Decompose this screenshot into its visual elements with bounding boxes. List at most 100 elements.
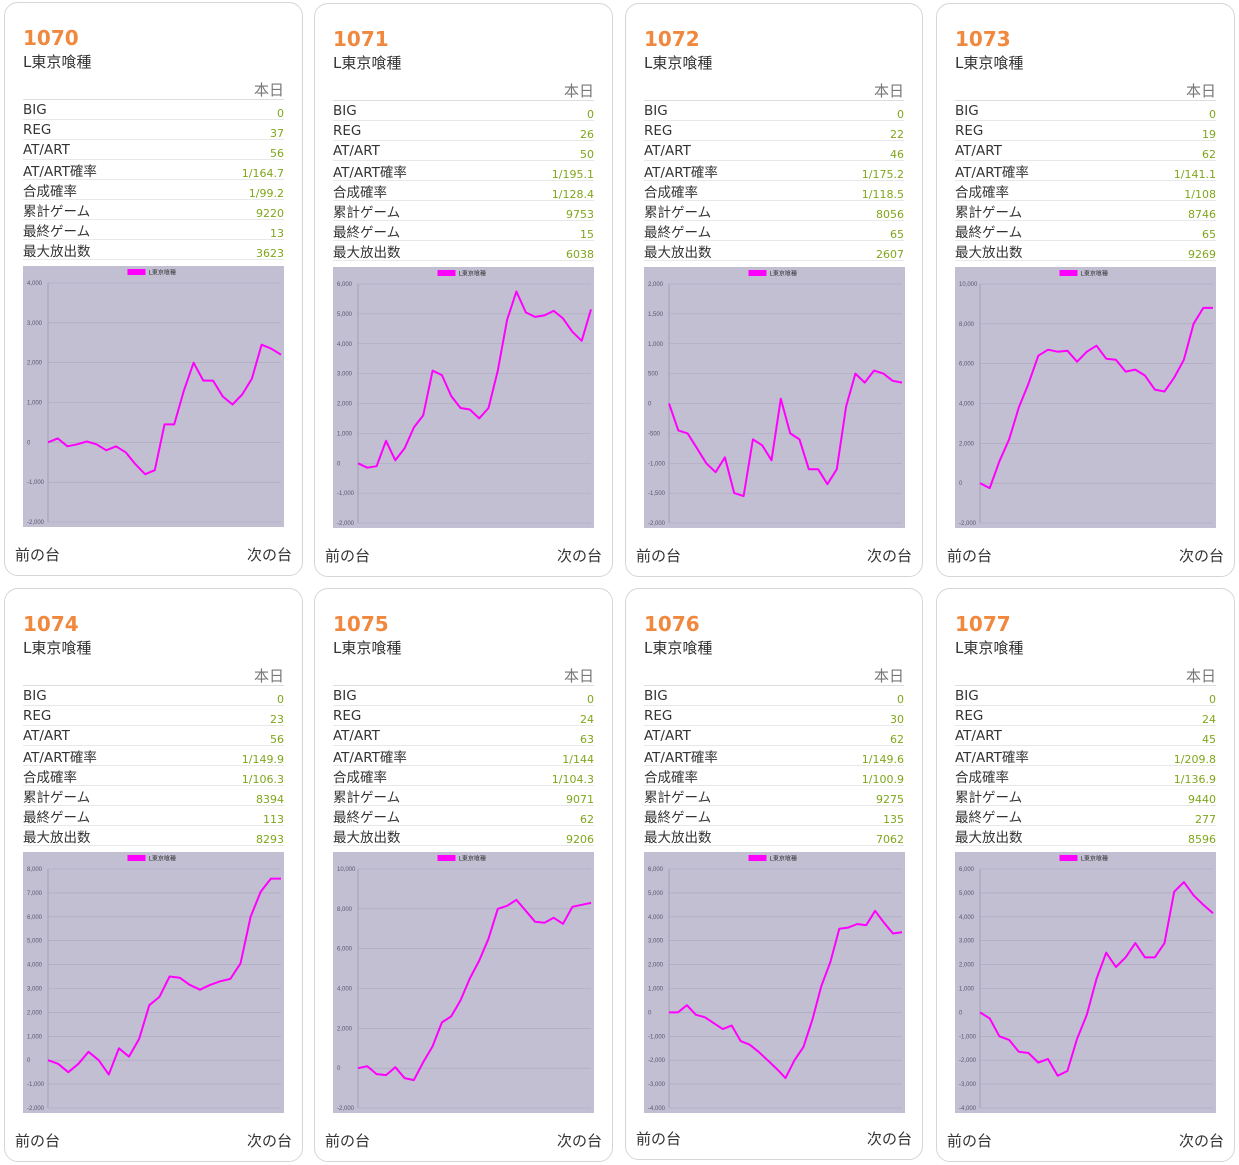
chart-series-line (47, 343, 282, 476)
chart-y-tick-label: 1,000 (337, 431, 353, 437)
stat-value: 8293 (256, 833, 284, 846)
chart-y-tick-label: -3,000 (959, 1082, 977, 1088)
chart-plot-area (955, 267, 1216, 528)
stat-label: 最終ゲーム (333, 224, 401, 241)
stat-value: 1/195.1 (551, 168, 594, 181)
machine-number[interactable]: 1071 (333, 27, 389, 51)
stat-value: 65 (1202, 228, 1216, 241)
chart-legend-label: L東京喰種 (770, 270, 797, 278)
stat-row: 最大放出数 7062 (644, 826, 904, 846)
stat-value: 0 (587, 108, 594, 121)
prev-machine-link[interactable]: 前の台 (636, 547, 682, 565)
stat-label: AT/ART確率 (955, 749, 1029, 766)
prev-machine-link[interactable]: 前の台 (15, 546, 61, 564)
slump-chart: 8,000 7,000 6,000 5,000 4,000 3,000 2,000 1,000… (23, 852, 284, 1113)
chart-series-line (47, 877, 281, 1076)
today-column-header: 本日 (873, 667, 904, 685)
stat-label: AT/ART (23, 727, 70, 744)
chart-y-tick-label: -4,000 (959, 1106, 977, 1112)
stat-label: REG (644, 122, 673, 139)
machine-number[interactable]: 1076 (644, 612, 700, 636)
chart-y-tick-label: -2,000 (959, 1058, 977, 1064)
machine-card[interactable]: 1076 L東京喰種 本日 BIG 0 REG 30 AT/ART 62 AT/ART確率 1/14… (625, 588, 923, 1160)
stat-label: 最終ゲーム (23, 223, 91, 240)
stat-row: BIG 0 (955, 686, 1216, 706)
next-machine-link[interactable]: 次の台 (1178, 1132, 1224, 1150)
stat-value: 15 (580, 228, 594, 241)
chart-y-tick-label: -2,000 (648, 521, 666, 527)
chart-y-tick-label: 2,000 (27, 361, 43, 367)
chart-y-tick-label: 1,000 (648, 342, 664, 348)
machine-number[interactable]: 1074 (23, 612, 79, 636)
chart-plot-area (23, 852, 284, 1113)
chart-y-tick-label: -1,000 (337, 491, 355, 497)
chart-y-tick-label: 3,000 (959, 939, 975, 945)
chart-y-tick-label: 2,000 (959, 441, 975, 447)
stat-row: AT/ART 45 (955, 726, 1216, 746)
stat-label: REG (333, 707, 362, 724)
stat-value: 1/100.9 (861, 773, 904, 786)
machine-card[interactable]: 1070 L東京喰種 本日 BIG 0 REG 37 AT/ART 56 AT/ART確率 1/16… (4, 2, 303, 576)
stat-row: BIG 0 (23, 100, 284, 120)
chart-plot-area (333, 852, 594, 1113)
machine-number[interactable]: 1070 (23, 26, 79, 50)
next-machine-link[interactable]: 次の台 (1178, 547, 1224, 565)
prev-machine-link[interactable]: 前の台 (325, 1132, 371, 1150)
chart-y-tick-label: 7,000 (27, 891, 43, 897)
stat-label: 最終ゲーム (23, 809, 91, 826)
chart-y-tick-label: 4,000 (27, 281, 43, 287)
machine-number[interactable]: 1077 (955, 612, 1011, 636)
machine-card[interactable]: 1073 L東京喰種 本日 BIG 0 REG 19 AT/ART 62 AT/ART確率 1/14… (936, 3, 1235, 577)
next-machine-link[interactable]: 次の台 (246, 546, 292, 564)
chart-legend-label: L東京喰種 (149, 269, 176, 277)
chart-y-tick-label: 0 (959, 1010, 963, 1016)
stats-table: BIG 0 REG 19 AT/ART 62 AT/ART確率 1/141.1 合成確率 1/10… (955, 100, 1216, 261)
chart-series-line (357, 290, 592, 469)
prev-machine-link[interactable]: 前の台 (15, 1132, 61, 1150)
chart-y-tick-label: 500 (648, 372, 659, 378)
slump-chart: 6,000 5,000 4,000 3,000 2,000 1,000 0 -1,000 -2,… (644, 852, 905, 1113)
machine-name: L東京喰種 (23, 53, 92, 71)
chart-y-tick-label: 2,000 (648, 963, 664, 969)
chart-y-tick-label: -1,000 (648, 1034, 666, 1040)
machine-number[interactable]: 1075 (333, 612, 389, 636)
machine-card[interactable]: 1075 L東京喰種 本日 BIG 0 REG 24 AT/ART 63 AT/ART確率 1/14… (314, 588, 613, 1162)
machine-number[interactable]: 1072 (644, 27, 700, 51)
machine-card[interactable]: 1072 L東京喰種 本日 BIG 0 REG 22 AT/ART 46 AT/ART確率 1/17… (625, 3, 923, 577)
next-machine-link[interactable]: 次の台 (866, 1130, 912, 1148)
stat-row: BIG 0 (644, 101, 904, 121)
stat-row: 最大放出数 3623 (23, 240, 284, 260)
prev-machine-link[interactable]: 前の台 (325, 547, 371, 565)
prev-machine-link[interactable]: 前の台 (947, 1132, 993, 1150)
prev-machine-link[interactable]: 前の台 (947, 547, 993, 565)
stat-row: 累計ゲーム 9071 (333, 786, 594, 806)
stat-row: 合成確率 1/104.3 (333, 766, 594, 786)
machine-card[interactable]: 1074 L東京喰種 本日 BIG 0 REG 23 AT/ART 56 AT/ART確率 1/14… (4, 588, 303, 1162)
next-machine-link[interactable]: 次の台 (246, 1132, 292, 1150)
today-column-header: 本日 (1185, 82, 1216, 100)
chart-legend-label: L東京喰種 (1081, 270, 1108, 278)
stat-label: AT/ART (644, 727, 691, 744)
machine-card[interactable]: 1071 L東京喰種 本日 BIG 0 REG 26 AT/ART 50 AT/ART確率 1/19… (314, 3, 613, 577)
next-machine-link[interactable]: 次の台 (556, 547, 602, 565)
stat-row: 最終ゲーム 62 (333, 806, 594, 826)
next-machine-link[interactable]: 次の台 (556, 1132, 602, 1150)
next-machine-link[interactable]: 次の台 (866, 547, 912, 565)
machine-card[interactable]: 1077 L東京喰種 本日 BIG 0 REG 24 AT/ART 45 AT/ART確率 1/20… (936, 588, 1235, 1162)
stat-value: 13 (270, 227, 284, 240)
chart-legend-label: L東京喰種 (149, 855, 176, 863)
stat-value: 8056 (876, 208, 904, 221)
stat-value: 9206 (566, 833, 594, 846)
stat-value: 0 (897, 108, 904, 121)
chart-y-tick-label: 5,000 (27, 939, 43, 945)
stat-value: 46 (890, 148, 904, 161)
today-column-header: 本日 (563, 667, 594, 685)
stat-value: 1/164.7 (241, 167, 284, 180)
chart-y-tick-label: 2,000 (337, 402, 353, 408)
stat-row: REG 22 (644, 121, 904, 141)
stat-label: 合成確率 (23, 769, 77, 786)
chart-legend-swatch (127, 269, 146, 275)
machine-number[interactable]: 1073 (955, 27, 1011, 51)
prev-machine-link[interactable]: 前の台 (636, 1130, 682, 1148)
slump-chart: 6,000 5,000 4,000 3,000 2,000 1,000 0 -1,000 -2,… (333, 267, 594, 528)
